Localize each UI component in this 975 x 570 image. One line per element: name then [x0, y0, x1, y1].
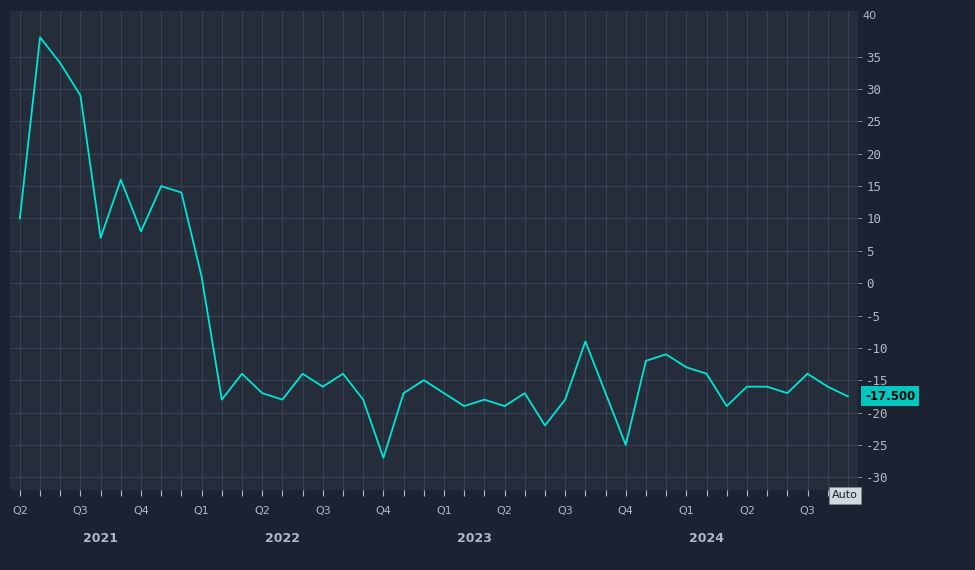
Text: Q4: Q4	[618, 506, 634, 516]
Text: Auto: Auto	[832, 490, 858, 500]
Text: 2023: 2023	[457, 532, 491, 545]
Text: 2024: 2024	[689, 532, 724, 545]
Text: 40: 40	[862, 11, 877, 22]
Text: Q3: Q3	[800, 506, 815, 516]
Text: Q2: Q2	[496, 506, 513, 516]
Text: Q3: Q3	[558, 506, 573, 516]
Text: Q2: Q2	[12, 506, 27, 516]
Text: Q3: Q3	[315, 506, 331, 516]
Text: Q2: Q2	[254, 506, 270, 516]
Text: 2021: 2021	[83, 532, 118, 545]
Text: Q2: Q2	[739, 506, 755, 516]
Text: Q1: Q1	[194, 506, 210, 516]
Text: -17.500: -17.500	[865, 390, 916, 403]
Text: Q4: Q4	[375, 506, 391, 516]
Text: Q4: Q4	[134, 506, 149, 516]
Text: Q3: Q3	[72, 506, 89, 516]
Text: 2022: 2022	[265, 532, 300, 545]
Text: Q1: Q1	[436, 506, 451, 516]
Text: Q1: Q1	[679, 506, 694, 516]
